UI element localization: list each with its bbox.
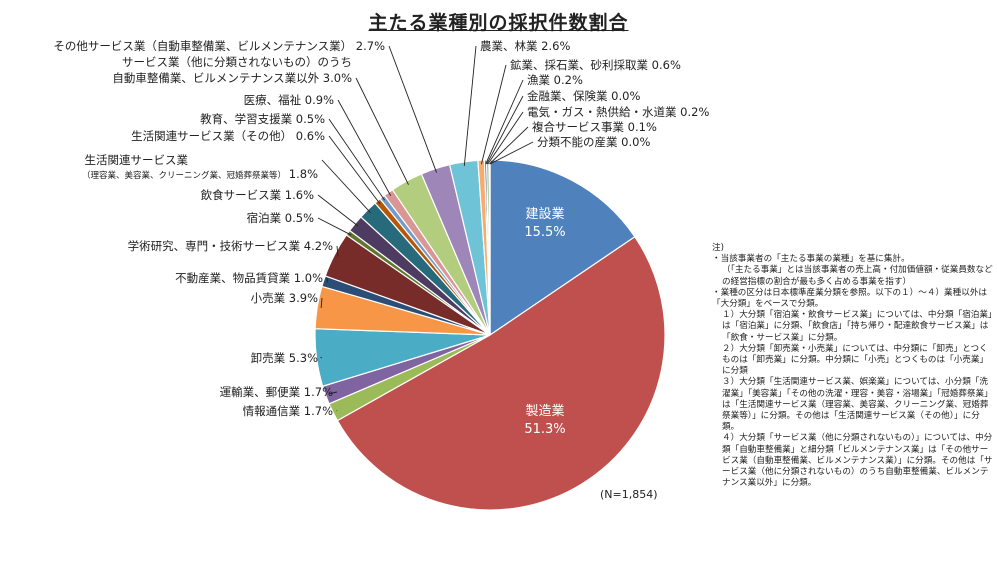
slice-label: 金融業、保険業 0.0%: [527, 89, 640, 103]
chart-title: 主たる業種別の採択件数割合: [368, 12, 629, 34]
leader-line: [487, 111, 524, 165]
slice-label: 複合サービス事業 0.1%: [532, 120, 657, 134]
slice-label: 農業、林業 2.6%: [480, 39, 570, 53]
note-line: （「主たる事業」とは当該事業者の売上高・付加価値額・従業員数などの経営指標の割合…: [722, 265, 993, 287]
slice-label: 建設業: [525, 206, 564, 222]
slice-label: 医療、福祉 0.9%: [244, 93, 334, 107]
leader-line: [317, 194, 359, 227]
slice-label: 生活関連サービス業（その他） 0.6%: [131, 129, 325, 143]
pie-slice: [336, 235, 666, 511]
leader-line: [320, 356, 323, 359]
leader-line: [320, 297, 323, 308]
note-line: ・当該事業者の「主たる事業の業種」を基に集計。: [712, 254, 910, 265]
leader-line: [337, 99, 392, 196]
note-line: 注): [712, 243, 724, 253]
note-line: ２）大分類「卸売業・小売業」については、中分類に「卸売」とつくものは「卸売業」に…: [722, 343, 989, 377]
note-line: ３）大分類「生活関連サービス業、娯楽業」については、小分類「洗濯業」「美容業」「…: [722, 377, 993, 433]
slice-label: 生活関連サービス業: [85, 153, 189, 167]
slice-label: 自動車整備業、ビルメンテナンス業以外 3.0%: [112, 71, 352, 85]
slice-sublabel: （理容業、美容業、クリーニング業、冠婚葬祭業等）: [82, 170, 286, 181]
leader-line: [489, 126, 529, 165]
leader-line: [336, 245, 339, 257]
leader-line: [485, 79, 524, 165]
sample-size-label: (N=1,854): [600, 488, 658, 501]
slice-label: 電気・ガス・熱供給・水道業 0.2%: [527, 105, 709, 119]
slice-labels: 建設業 15.5% 製造業 51.3% 情報通信業 1.7% 運輸業、郵便業 1.7% 卸売…: [53, 39, 709, 437]
slice-label: サービス業（他に分類されないもの）のうち: [122, 55, 352, 69]
leader-line: [463, 45, 477, 166]
leader-line: [321, 159, 371, 213]
pie-slice: [489, 159, 636, 337]
leader-line: [317, 217, 352, 236]
slice-label: 飲食サービス業 1.6%: [201, 188, 314, 202]
leader-line: [480, 64, 507, 165]
footnote: 注) ・当該事業者の「主たる事業の業種」を基に集計。 （「主たる事業」とは当該事…: [712, 243, 994, 489]
slice-value: 15.5%: [524, 225, 565, 240]
note-line: ４）大分類「サービス業（他に分類されないもの）」については、中分類「自動車整備業…: [722, 433, 993, 489]
slice-label: 教育、学習支援業 0.5%: [200, 112, 325, 126]
slice-label: 卸売業 5.3%: [251, 351, 318, 365]
leader-line: [328, 135, 381, 205]
leader-line: [329, 391, 338, 395]
slice-value: 1.8%: [289, 167, 318, 181]
slice-value: 51.3%: [524, 422, 565, 437]
leader-lines: [317, 45, 534, 412]
slice-label: 製造業: [525, 403, 564, 419]
slice-label: 分類不能の産業 0.0%: [537, 135, 650, 149]
slice-label: 鉱業、採石業、砂利採取業 0.6%: [510, 58, 681, 72]
slice-label: その他サービス業（自動車整備業、ビルメンテナンス業） 2.7%: [53, 39, 385, 53]
leader-line: [355, 77, 409, 185]
slice-label: 運輸業、郵便業 1.7%: [220, 385, 333, 399]
note-line: ・業種の区分は日本標準産業分類を参照。以下の１）～４）業種以外は「大分類」をベー…: [712, 287, 988, 310]
leader-line: [328, 118, 386, 201]
leader-line: [486, 95, 524, 165]
slice-label: 宿泊業 0.5%: [247, 211, 314, 225]
slice-label: 小売業 3.9%: [251, 291, 318, 305]
slice-label: 学術研究、専門・技術サービス業 4.2%: [128, 239, 333, 253]
leader-line: [489, 141, 534, 165]
leader-line: [388, 45, 438, 173]
slice-label: 情報通信業 1.7%: [243, 404, 333, 418]
slice-label: 不動産業、物品賃貸業 1.0%: [175, 271, 323, 285]
note-line: １）大分類「宿泊業・飲食サービス業」については、中分類「宿泊業」は「宿泊業」に分…: [722, 310, 993, 343]
pie-slices: [314, 159, 666, 511]
slice-label: 漁業 0.2%: [527, 73, 583, 87]
